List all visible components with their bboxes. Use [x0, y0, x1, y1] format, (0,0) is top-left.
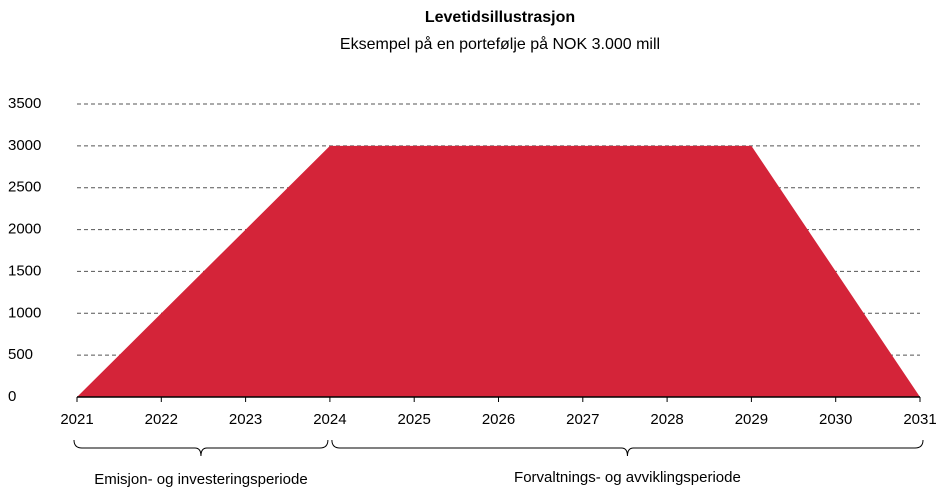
x-tick-label: 2023 — [229, 411, 262, 428]
y-tick-label: 2500 — [8, 179, 41, 196]
y-tick-label: 0 — [8, 388, 16, 405]
x-tick-label: 2025 — [398, 411, 431, 428]
brace — [331, 439, 924, 457]
x-tick-label: 2021 — [60, 411, 93, 428]
annotation: Forvaltnings- og avviklingsperiode — [514, 469, 741, 486]
area — [77, 145, 920, 397]
x-tick-label: 2031 — [903, 411, 936, 428]
chart-subtitle: Eksempel på en portefølje på NOK 3.000 m… — [340, 35, 660, 53]
y-tick-label: 3500 — [8, 95, 41, 112]
x-tick-label: 2026 — [482, 411, 515, 428]
y-tick-label: 2000 — [8, 221, 41, 238]
x-tick-label: 2027 — [566, 411, 599, 428]
x-tick-label: 2030 — [819, 411, 852, 428]
y-tick-label: 1000 — [8, 304, 41, 321]
x-tick-label: 2029 — [735, 411, 768, 428]
y-tick-label: 1500 — [8, 262, 41, 279]
y-tick-label: 3000 — [8, 137, 41, 154]
annotation: Emisjon- og investeringsperiode — [94, 471, 307, 488]
x-tick-label: 2024 — [313, 411, 346, 428]
brace — [73, 439, 329, 457]
y-tick-label: 500 — [8, 346, 33, 363]
chart-title: Levetidsillustrasjon — [425, 9, 575, 26]
x-tick-label: 2022 — [145, 411, 178, 428]
x-tick-label: 2028 — [650, 411, 683, 428]
